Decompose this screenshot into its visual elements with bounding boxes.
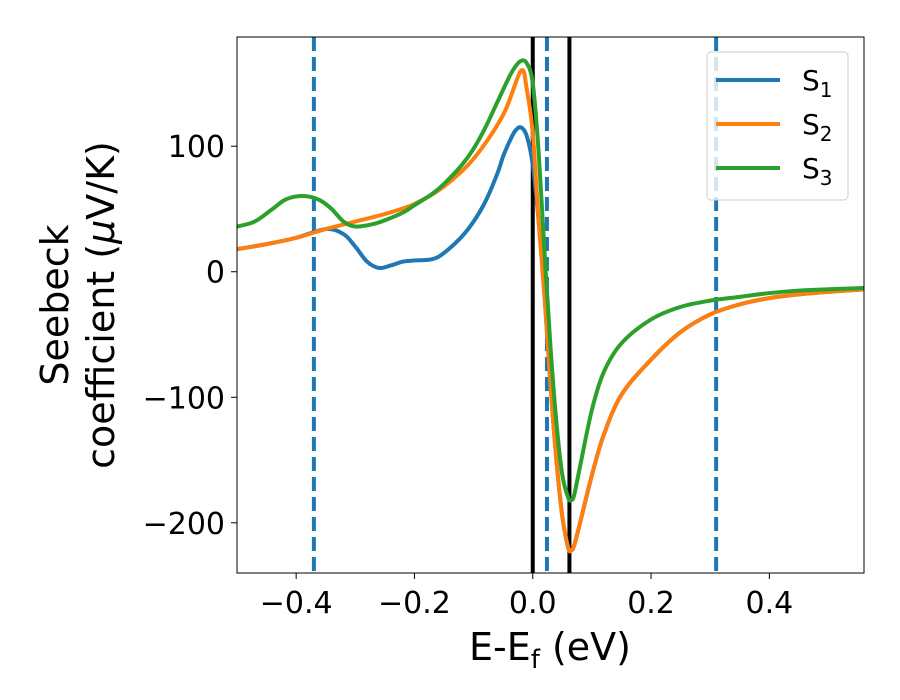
legend-label-s3: S3: [802, 152, 833, 190]
x-tick-label: 0.4: [745, 586, 793, 621]
x-axis-title: E-Ef (eV): [469, 625, 631, 675]
legend-label-s2: S2: [802, 108, 833, 146]
series-line-s3: [237, 58, 864, 503]
y-tick-label: −100: [143, 381, 225, 416]
x-tick-label: −0.4: [260, 586, 333, 621]
y-tick-label: −200: [143, 507, 225, 542]
legend-label-s1: S1: [802, 64, 833, 102]
x-axis-ticks: −0.4 −0.2 0.0 0.2 0.4: [260, 573, 793, 621]
x-tick-label: −0.2: [378, 586, 451, 621]
y-axis-title-line1: Seebeck: [33, 224, 77, 385]
series-lines: [237, 58, 864, 554]
x-tick-label: 0.0: [509, 586, 557, 621]
plot-frame: [236, 36, 865, 574]
y-tick-label: 100: [168, 130, 225, 165]
y-axis-title-line2: coefficient (μV/K): [79, 141, 123, 469]
series-line-s2: [237, 68, 864, 554]
legend: S1 S2 S3: [706, 51, 849, 201]
y-axis-ticks: −200 −100 0 100: [143, 130, 237, 542]
x-tick-label: 0.2: [627, 586, 675, 621]
y-axis-title: Seebeck coefficient (μV/K): [33, 141, 123, 469]
y-tick-label: 0: [206, 256, 225, 291]
